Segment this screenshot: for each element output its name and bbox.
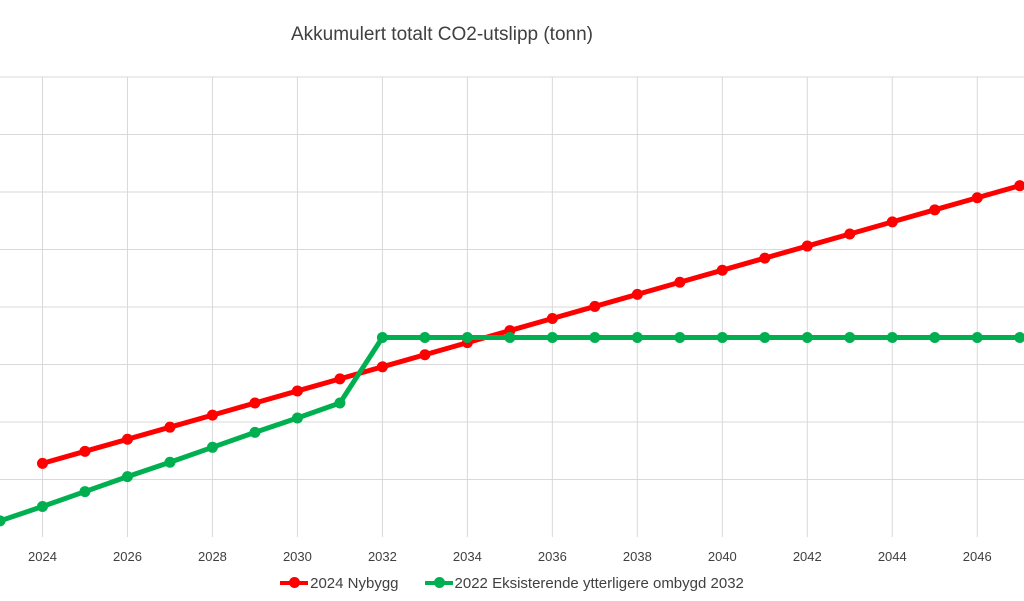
data-point	[674, 276, 686, 288]
data-point	[716, 331, 728, 343]
data-point	[886, 331, 898, 343]
data-point	[971, 331, 983, 343]
data-point	[1014, 180, 1024, 192]
legend-swatch-green	[424, 577, 453, 588]
data-point	[886, 216, 898, 228]
x-tick-label: 2026	[113, 549, 142, 564]
legend-swatch-red	[280, 577, 309, 588]
data-point	[419, 349, 431, 361]
series-0	[36, 180, 1024, 469]
chart-series	[0, 180, 1024, 527]
data-point	[546, 331, 558, 343]
data-point	[164, 456, 176, 468]
data-point	[631, 331, 643, 343]
data-point	[376, 331, 388, 343]
series-1	[0, 331, 1024, 527]
data-point	[291, 385, 303, 397]
x-tick-label: 2036	[538, 549, 567, 564]
chart-title: Akkumulert totalt CO2-utslipp (tonn)	[290, 24, 593, 45]
x-tick-label: 2046	[963, 549, 992, 564]
data-point	[249, 397, 261, 409]
series-line-0	[39, 183, 1023, 466]
data-point	[801, 331, 813, 343]
x-tick-label: 2042	[793, 549, 822, 564]
x-tick-label: 2032	[368, 549, 397, 564]
data-point	[79, 445, 91, 457]
data-point	[674, 331, 686, 343]
data-point	[291, 412, 303, 424]
data-point	[759, 331, 771, 343]
x-tick-label: 2038	[623, 549, 652, 564]
data-point	[419, 331, 431, 343]
data-point	[334, 397, 346, 409]
x-axis-ticks: 2024 2026 2028 2030 2032 2034 2036 2038 2040 2042…	[28, 549, 992, 564]
data-point	[206, 441, 218, 453]
data-point	[36, 501, 48, 513]
data-point	[844, 228, 856, 240]
data-point	[121, 471, 133, 483]
data-point	[589, 300, 601, 312]
data-point	[1014, 331, 1024, 343]
data-point	[631, 288, 643, 300]
data-point	[546, 313, 558, 324]
data-point	[971, 192, 983, 204]
data-point	[844, 331, 856, 343]
data-point	[249, 426, 261, 438]
data-point	[929, 331, 941, 343]
x-tick-label: 2034	[453, 549, 482, 564]
grid-lines	[0, 76, 1024, 537]
data-point	[164, 421, 176, 433]
data-point	[79, 486, 91, 498]
data-point	[334, 373, 346, 385]
x-tick-label: 2040	[708, 549, 737, 564]
x-tick-label: 2044	[878, 549, 907, 564]
data-point	[589, 331, 601, 343]
legend-label-green: 2022 Eksisterende ytterligere ombygd 203…	[454, 574, 744, 592]
data-point	[36, 457, 48, 469]
data-point	[206, 409, 218, 421]
legend-label-red: 2024 Nybygg	[310, 574, 399, 592]
x-tick-label: 2024	[28, 549, 57, 564]
legend-item-red: 2024 Nybygg	[280, 574, 399, 592]
data-point	[461, 331, 473, 343]
x-tick-label: 2030	[283, 549, 312, 564]
data-point	[0, 515, 6, 527]
data-point	[121, 433, 133, 445]
legend-item-green: 2022 Eksisterende ytterligere ombygd 203…	[424, 574, 744, 592]
data-point	[504, 331, 516, 343]
data-point	[376, 361, 388, 373]
legend: 2024 Nybygg 2022 Eksisterende ytterliger…	[0, 572, 1024, 594]
data-point	[759, 252, 771, 264]
data-point	[801, 240, 813, 252]
data-point	[929, 204, 941, 216]
x-tick-label: 2028	[198, 549, 227, 564]
data-point	[716, 264, 728, 276]
